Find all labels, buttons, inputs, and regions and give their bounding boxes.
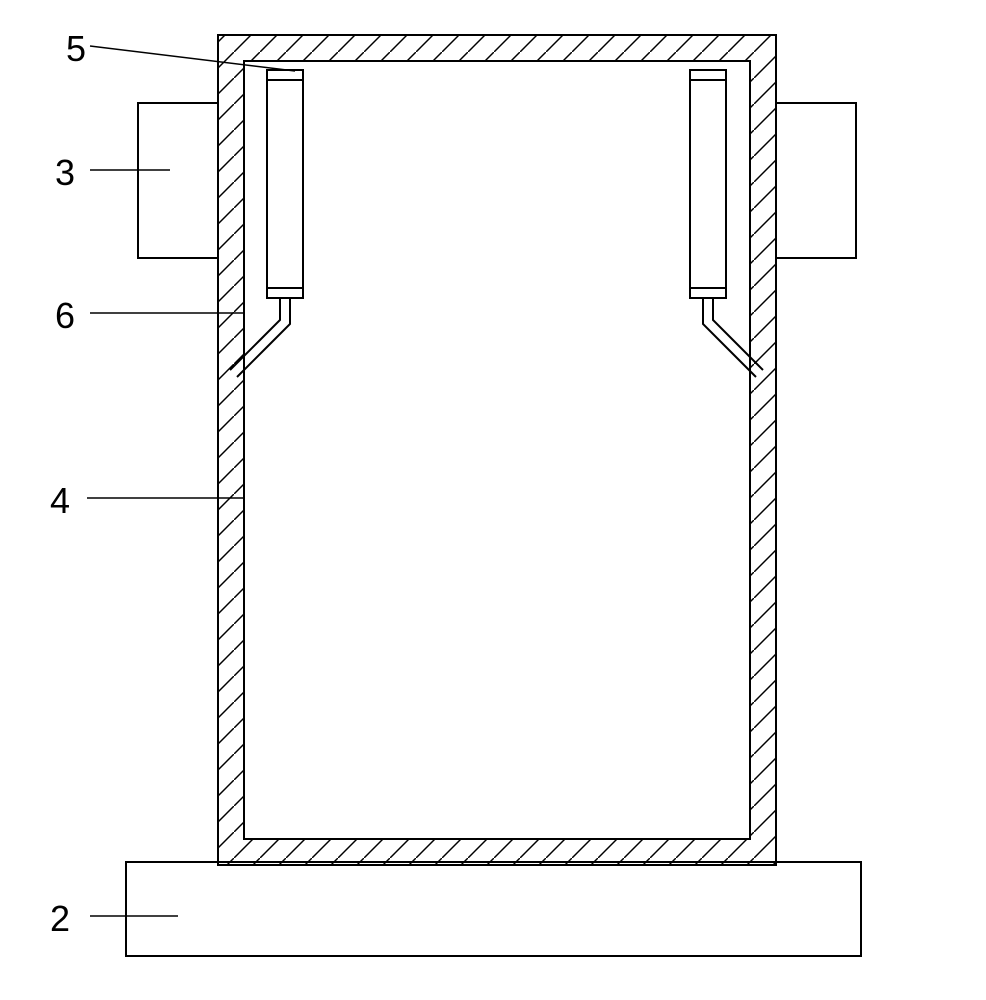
label-6: 6: [55, 295, 75, 337]
label-2: 2: [50, 898, 70, 940]
label-4: 4: [50, 480, 70, 522]
label-5: 5: [66, 28, 86, 70]
label-3: 3: [55, 152, 75, 194]
technical-diagram: [0, 0, 986, 1000]
